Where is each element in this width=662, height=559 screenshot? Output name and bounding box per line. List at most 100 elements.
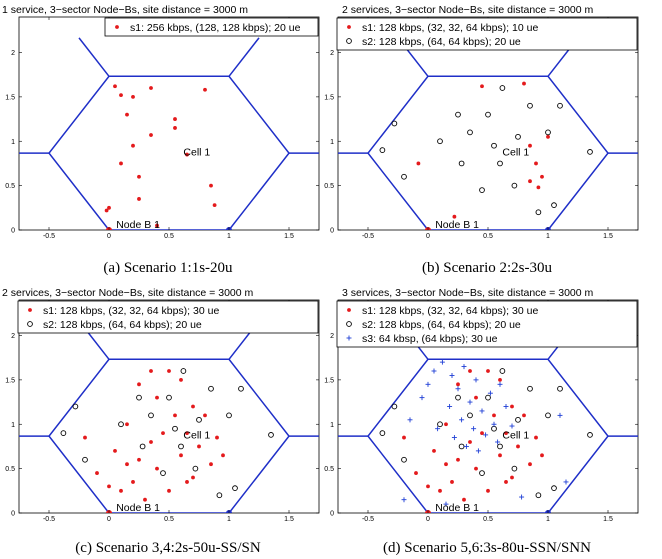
data-point [467, 399, 473, 405]
data-point [438, 488, 442, 493]
data-point [515, 133, 521, 140]
x-tick-label: 1.5 [284, 516, 294, 523]
data-point [232, 485, 238, 492]
data-point [485, 111, 491, 118]
x-tick-label: 0.5 [483, 516, 493, 523]
data-point [444, 422, 448, 427]
data-point [479, 470, 485, 476]
y-tick-label: 0.5 [5, 466, 15, 473]
x-tick-label: 0 [426, 516, 430, 523]
cell-label: Cell 1 [502, 146, 529, 158]
data-point [504, 480, 508, 484]
y-tick-label: 1.5 [5, 94, 15, 101]
data-point [137, 457, 141, 462]
data-point [503, 404, 509, 409]
data-point [522, 81, 526, 86]
data-point [499, 368, 506, 374]
data-point [131, 94, 135, 99]
data-point [166, 394, 172, 401]
y-tick-label: 1 [11, 139, 15, 146]
data-point [95, 471, 99, 475]
data-point [212, 203, 217, 208]
data-point [473, 377, 479, 383]
data-point [479, 187, 485, 193]
data-point [498, 453, 502, 458]
data-point [209, 462, 213, 467]
legend-marker [347, 25, 351, 29]
data-point [60, 430, 67, 436]
legend-marker [346, 335, 352, 341]
cell-boundary [367, 75, 609, 230]
data-point [435, 426, 441, 432]
data-point [149, 86, 153, 90]
data-point [221, 453, 225, 458]
data-point [536, 185, 541, 190]
legend-marker [347, 308, 351, 312]
data-point [149, 440, 153, 444]
scenario-panel-1: 1 service, 3−sector Node−Bs, site distan… [2, 4, 320, 276]
y-tick-label: 1 [330, 139, 334, 146]
series-2 [379, 368, 593, 499]
data-point [491, 425, 497, 432]
data-point [497, 381, 503, 387]
series-2 [379, 85, 593, 216]
y-tick-label: 1.5 [324, 94, 334, 101]
data-point [439, 359, 445, 365]
data-point [491, 421, 497, 427]
y-tick-label: 2 [11, 333, 15, 340]
legend: s1: 256 kbps, (128, 128 kbps); 20 ue [104, 17, 319, 37]
data-point [104, 208, 109, 213]
data-point [451, 435, 457, 441]
data-point [178, 443, 184, 450]
data-point [432, 448, 436, 453]
data-point [515, 416, 521, 423]
legend-marker [115, 25, 119, 29]
data-point [471, 426, 477, 432]
data-point [480, 431, 484, 436]
data-point [557, 385, 563, 392]
data-point [118, 421, 124, 428]
cell-boundary [48, 75, 290, 230]
y-tick-label: 0.5 [5, 183, 15, 190]
data-point [173, 126, 177, 130]
data-point [113, 448, 117, 453]
data-point [498, 377, 502, 382]
data-point [143, 497, 147, 502]
data-point [419, 395, 425, 401]
node-label: Node B 1 [116, 219, 160, 231]
data-point [196, 416, 202, 423]
data-point [455, 386, 461, 392]
x-tick-label: 0 [426, 233, 430, 240]
data-point [391, 120, 398, 127]
data-point [486, 369, 490, 373]
data-point [557, 102, 563, 109]
data-point [137, 197, 141, 201]
data-point [216, 492, 223, 499]
series-3 [401, 359, 569, 507]
y-tick-label: 0 [11, 228, 15, 235]
data-point [131, 480, 135, 484]
data-point [487, 390, 493, 396]
cell-label: Cell 1 [183, 429, 210, 441]
data-point [167, 369, 171, 373]
data-point [557, 412, 563, 418]
data-point [185, 480, 189, 484]
data-point [456, 382, 460, 387]
data-point [534, 161, 538, 166]
data-point [136, 394, 142, 401]
data-point [467, 412, 473, 419]
x-tick-label: 0.5 [483, 233, 493, 240]
data-point [172, 425, 178, 432]
data-point [463, 443, 469, 449]
x-tick-label: 1 [546, 233, 550, 240]
data-point [203, 413, 207, 418]
data-point [511, 465, 518, 472]
panel-caption: (d) Scenario 5,6:3s-80u-SSN/SNN [383, 540, 591, 556]
axes-frame [18, 16, 320, 231]
data-point [458, 443, 465, 450]
data-point [540, 174, 544, 179]
data-point [137, 382, 141, 387]
data-point [161, 431, 165, 436]
data-point [528, 462, 532, 467]
x-tick-label: -0.5 [362, 516, 374, 523]
